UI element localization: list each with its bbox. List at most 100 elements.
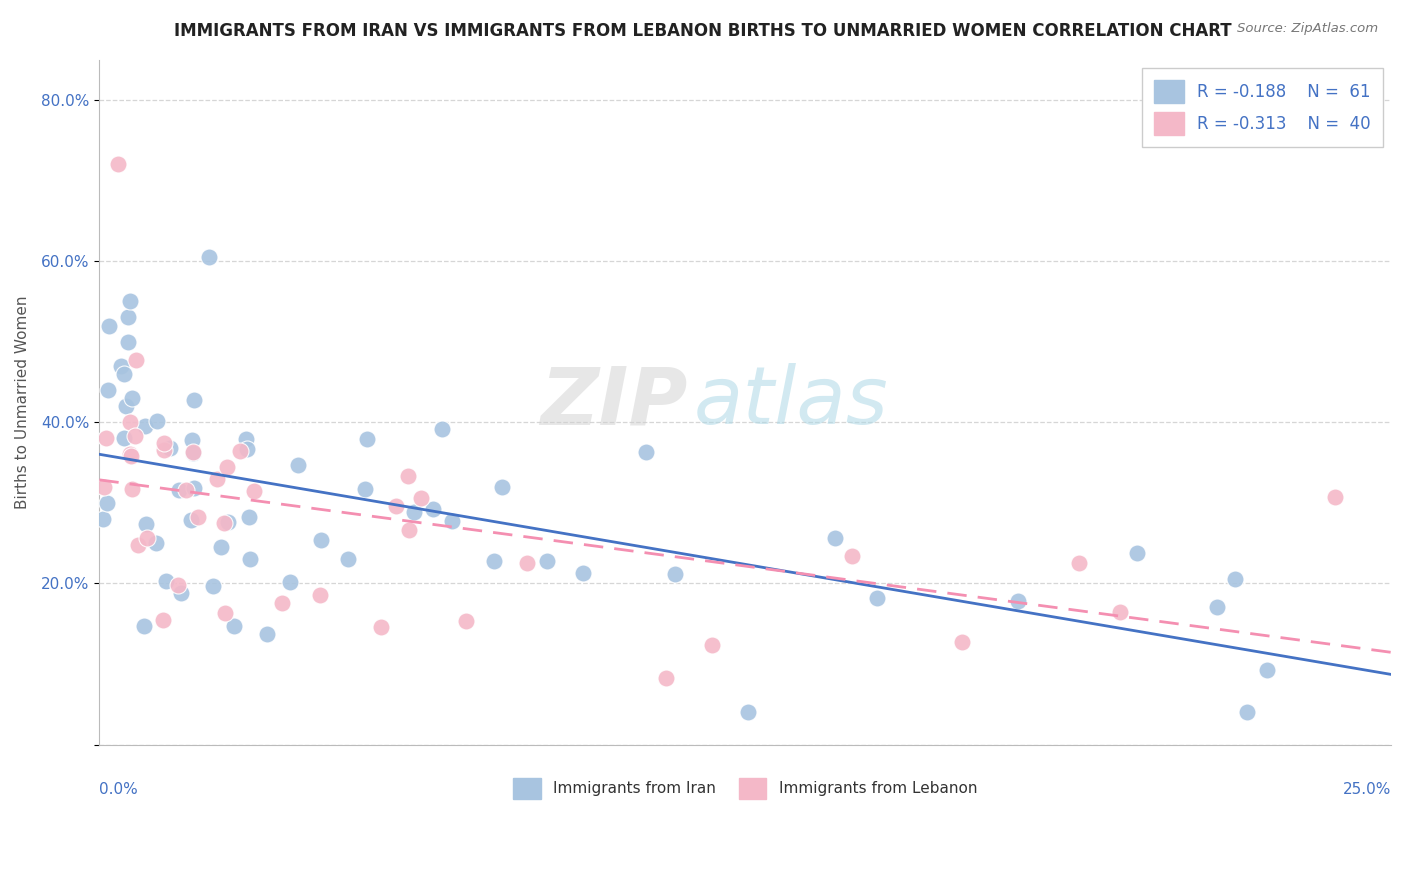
Point xyxy=(183,445,205,459)
Point xyxy=(117,310,139,325)
Point xyxy=(135,531,157,545)
Point xyxy=(97,383,120,397)
Point xyxy=(107,157,129,171)
Point xyxy=(409,491,432,506)
Point xyxy=(239,552,262,566)
Point xyxy=(214,606,236,620)
Point xyxy=(655,671,678,685)
Point xyxy=(152,443,174,458)
Point xyxy=(121,391,143,405)
Point xyxy=(209,540,232,554)
Point xyxy=(215,460,238,475)
Point xyxy=(94,431,117,445)
Point xyxy=(516,556,538,570)
Point xyxy=(737,706,759,720)
Point xyxy=(398,523,420,537)
Point xyxy=(1225,572,1247,586)
Point xyxy=(824,531,846,545)
Text: Source: ZipAtlas.com: Source: ZipAtlas.com xyxy=(1237,22,1378,36)
Point xyxy=(112,367,135,381)
Point xyxy=(385,500,408,514)
Point xyxy=(238,510,260,524)
Point xyxy=(146,414,169,428)
Point xyxy=(152,613,174,627)
Point xyxy=(270,596,292,610)
Point xyxy=(353,482,375,496)
Text: 0.0%: 0.0% xyxy=(100,782,138,797)
Point xyxy=(664,567,686,582)
Point xyxy=(96,496,118,510)
Point xyxy=(309,533,332,548)
Point xyxy=(336,552,359,566)
Point xyxy=(700,638,723,652)
Point xyxy=(201,579,224,593)
Point xyxy=(155,574,177,588)
Point xyxy=(180,513,202,527)
Point xyxy=(222,619,245,633)
Text: atlas: atlas xyxy=(693,363,889,442)
Point xyxy=(212,516,235,531)
Point xyxy=(187,509,209,524)
Point xyxy=(120,448,142,462)
Point xyxy=(167,577,190,591)
Text: ZIP: ZIP xyxy=(540,363,688,442)
Point xyxy=(159,442,181,456)
Point xyxy=(370,620,392,634)
Point xyxy=(183,481,205,495)
Point xyxy=(402,505,425,519)
Point xyxy=(1236,706,1258,720)
Point xyxy=(1256,663,1278,677)
Point xyxy=(98,318,121,333)
Point xyxy=(396,468,419,483)
Point xyxy=(1007,593,1029,607)
Point xyxy=(287,458,309,473)
Point xyxy=(235,442,257,457)
Point xyxy=(117,334,139,349)
Point xyxy=(841,549,863,564)
Text: IMMIGRANTS FROM IRAN VS IMMIGRANTS FROM LEBANON BIRTHS TO UNMARRIED WOMEN CORREL: IMMIGRANTS FROM IRAN VS IMMIGRANTS FROM … xyxy=(174,22,1232,40)
Point xyxy=(356,432,378,446)
Point xyxy=(167,483,190,498)
Point xyxy=(278,575,301,590)
Point xyxy=(121,482,143,496)
Y-axis label: Births to Unmarried Women: Births to Unmarried Women xyxy=(15,295,30,508)
Legend: Immigrants from Iran, Immigrants from Lebanon: Immigrants from Iran, Immigrants from Le… xyxy=(508,772,983,805)
Point xyxy=(124,428,146,442)
Point xyxy=(174,483,197,497)
Point xyxy=(181,446,204,460)
Point xyxy=(114,399,136,413)
Point xyxy=(134,619,156,633)
Point xyxy=(198,250,221,264)
Point xyxy=(153,436,176,450)
Point xyxy=(127,538,149,552)
Point xyxy=(134,419,156,434)
Point xyxy=(308,588,330,602)
Point xyxy=(572,566,595,580)
Point xyxy=(112,431,135,445)
Point xyxy=(205,472,228,486)
Point xyxy=(243,483,266,498)
Point xyxy=(91,512,114,526)
Point xyxy=(1324,490,1347,504)
Point xyxy=(110,359,132,373)
Point xyxy=(120,294,142,309)
Point xyxy=(125,352,148,367)
Point xyxy=(256,627,278,641)
Point xyxy=(422,501,444,516)
Point xyxy=(1125,546,1147,560)
Point xyxy=(491,480,513,494)
Point xyxy=(536,554,558,568)
Point xyxy=(952,635,974,649)
Point xyxy=(217,515,239,529)
Point xyxy=(120,449,142,463)
Point xyxy=(441,514,464,528)
Point xyxy=(866,591,889,605)
Point xyxy=(482,554,505,568)
Point xyxy=(135,517,157,532)
Point xyxy=(636,445,658,459)
Text: 25.0%: 25.0% xyxy=(1343,782,1391,797)
Point xyxy=(432,421,454,435)
Point xyxy=(93,480,115,494)
Point xyxy=(145,535,167,549)
Point xyxy=(181,433,204,447)
